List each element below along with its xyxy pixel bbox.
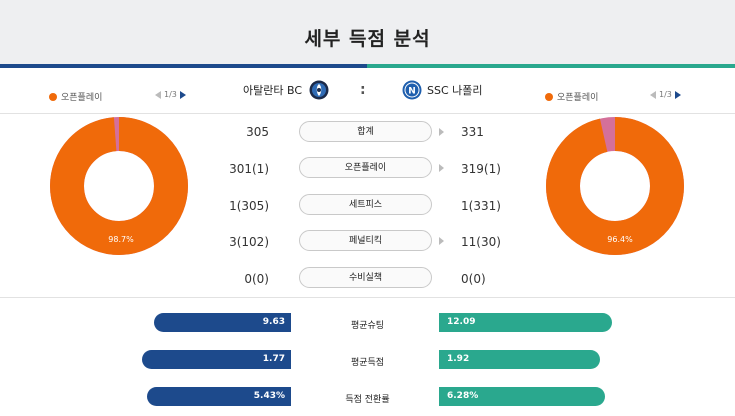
score-separator: : [360,82,366,98]
stat-away-value: 11(30) [461,235,501,249]
right-donut-label: 96.4% [607,235,633,244]
next-arrow-icon[interactable] [179,90,186,99]
left-donut-chart: 98.7% [50,117,188,255]
right-legend-label: 오픈플레이 [557,93,599,103]
stat-button-owngoal[interactable]: 수비실책 [299,267,432,288]
header [0,0,735,64]
stat-button-total[interactable]: 합계 [299,121,432,142]
away-comparison-bar: 12.09 [439,313,612,332]
comparison-label: 평균슈팅 [350,321,385,331]
away-team-name: SSC 나폴리 [427,84,483,97]
stat-away-value: 0(0) [461,272,486,286]
stat-arrow-icon [439,164,444,172]
home-comparison-bar: 1.77 [142,350,291,369]
napoli-crest-icon: N [402,80,422,100]
stat-arrow-icon [439,237,444,245]
home-team-name: 아탈란타 BC [243,84,303,97]
away-comparison-bar: 6.28% [439,387,605,406]
stat-away-value: 331 [461,125,484,139]
stat-home-value: 3(102) [229,235,269,249]
next-arrow-icon[interactable] [674,90,681,99]
legend-dot-icon [49,92,57,101]
home-comparison-bar: 5.43% [147,387,291,406]
left-pager: 1/3 [155,90,186,99]
atalanta-crest-icon [309,80,329,100]
right-legend: 오픈플레이 [545,90,598,103]
away-comparison-bar: 1.92 [439,350,600,369]
stat-away-value: 1(331) [461,199,501,213]
divider-top [0,113,735,114]
left-donut-label: 98.7% [108,235,134,244]
right-pager: 1/3 [650,90,681,99]
stat-home-value: 305 [246,125,269,139]
stat-home-value: 0(0) [244,272,269,286]
stat-away-value: 319(1) [461,162,501,176]
stat-button-setpiece[interactable]: 세트피스 [299,194,432,215]
divider-bottom [0,297,735,298]
left-legend-label: 오픈플레이 [61,93,103,103]
page-title: 세부 득점 분석 [304,28,431,50]
comparison-label: 평균득점 [350,358,385,368]
prev-arrow-icon[interactable] [650,90,656,99]
home-accent-bar [0,64,367,68]
comparison-label: 득점 전환률 [345,395,390,405]
prev-arrow-icon[interactable] [155,90,161,99]
right-donut-major-slice [546,117,684,255]
stat-button-penalty[interactable]: 페널티킥 [299,230,432,251]
legend-dot-icon [545,92,553,101]
stat-button-openplay[interactable]: 오픈플레이 [299,157,432,178]
stat-home-value: 301(1) [229,162,269,176]
right-pager-text: 1/3 [659,90,672,99]
left-pager-text: 1/3 [164,90,177,99]
stat-home-value: 1(305) [229,199,269,213]
left-legend: 오픈플레이 [49,90,102,103]
svg-text:N: N [408,87,416,97]
home-comparison-bar: 9.63 [154,313,291,332]
away-accent-bar [367,64,735,68]
right-donut-chart: 96.4% [546,117,684,255]
left-donut-major-slice [50,117,188,255]
stat-arrow-icon [439,128,444,136]
